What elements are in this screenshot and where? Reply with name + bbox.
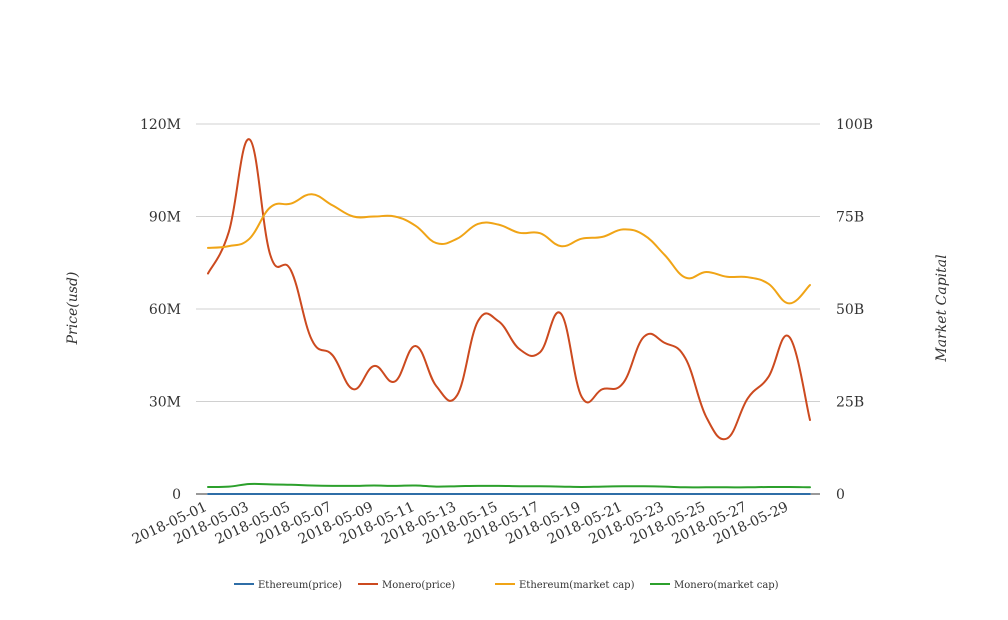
- y-tick-label: 120M: [140, 117, 181, 133]
- y2-tick-label: 0: [836, 487, 845, 503]
- series-line-monero-market-cap: [207, 482, 811, 489]
- y2-tick-label: 50B: [836, 302, 864, 318]
- legend-item-monero-market-cap: Monero(market cap): [650, 580, 779, 591]
- legend: Ethereum(price) Monero(price) Ethereum(mar…: [234, 580, 779, 591]
- y2-tick-label: 75B: [836, 210, 864, 226]
- legend-label: Monero(market cap): [674, 580, 779, 591]
- legend-label: Ethereum(market cap): [519, 580, 635, 591]
- legend-label: Monero(price): [382, 580, 455, 591]
- series-line-monero-price: [207, 138, 811, 441]
- series-lines: [207, 138, 811, 495]
- y-axis-title: Price(usd): [65, 272, 81, 346]
- y-tick-label: 30M: [149, 395, 181, 411]
- y2-tick-label: 25B: [836, 395, 864, 411]
- series-line-ethereum-market-cap: [207, 193, 811, 305]
- gridlines: [196, 123, 820, 402]
- legend-label: Ethereum(price): [258, 580, 342, 591]
- legend-item-ethereum-market-cap: Ethereum(market cap): [495, 580, 635, 591]
- y2-axis-title: Market Capital: [934, 254, 950, 362]
- y2-tick-label: 100B: [836, 117, 873, 133]
- y-tick-label: 60M: [149, 302, 181, 318]
- legend-item-ethereum-price: Ethereum(price): [234, 580, 342, 591]
- y-tick-label: 90M: [149, 210, 181, 226]
- legend-item-monero-price: Monero(price): [358, 580, 455, 591]
- y-tick-label: 0: [172, 487, 181, 503]
